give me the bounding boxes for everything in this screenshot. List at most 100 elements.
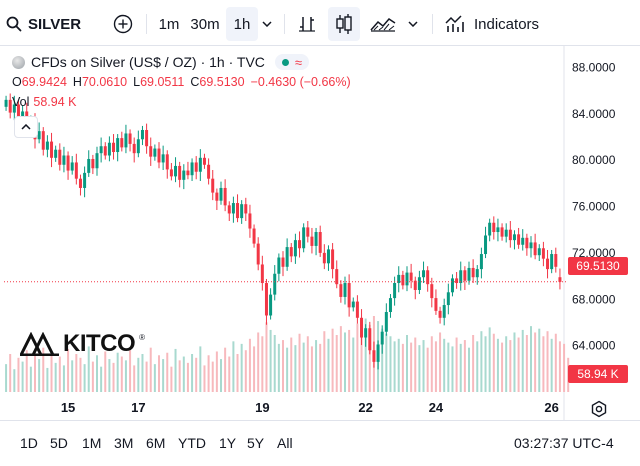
candle-body xyxy=(227,205,231,214)
volume-bar xyxy=(166,352,169,392)
candle-body xyxy=(120,138,124,148)
candle-body xyxy=(128,133,132,144)
candle-body xyxy=(186,170,190,176)
volume-bar xyxy=(455,337,458,392)
timeframe-1h[interactable]: 1h xyxy=(226,7,258,41)
candle-body xyxy=(91,158,95,169)
candle-body xyxy=(496,227,500,233)
candle-body xyxy=(74,162,78,179)
change-value: −0.4630 (−0.66%) xyxy=(250,75,351,89)
volume-bar xyxy=(71,360,74,392)
candle-body xyxy=(512,234,516,241)
volume-bar xyxy=(248,338,251,392)
candle-body xyxy=(174,165,178,177)
volume-bar xyxy=(414,337,417,392)
candle-body xyxy=(376,344,380,362)
volume-bar xyxy=(368,324,371,392)
price-chart[interactable]: 64.0000 68.0000 72.0000 76.0000 80.0000 84.00… xyxy=(0,46,640,420)
volume-bar xyxy=(364,318,367,392)
candle-body xyxy=(554,254,558,267)
candles-style-button[interactable] xyxy=(328,7,360,41)
volume-bar xyxy=(220,359,222,392)
volume-bar xyxy=(108,359,111,392)
range-3m[interactable]: 3M xyxy=(114,435,134,451)
candle-body xyxy=(384,312,388,332)
volume-bar xyxy=(199,346,202,392)
candle-body xyxy=(66,155,70,171)
chart-style-dropdown[interactable] xyxy=(404,7,422,41)
range-all[interactable]: All xyxy=(277,435,293,451)
volume-bar xyxy=(389,336,392,392)
low-value: 69.0511 xyxy=(140,75,185,89)
indicators-button[interactable]: Indicators xyxy=(442,7,542,41)
candle-body xyxy=(194,162,198,172)
candle-body xyxy=(207,164,211,179)
volume-bar xyxy=(58,356,61,392)
candle-body xyxy=(140,129,144,140)
market-status-pill[interactable]: ≈ xyxy=(274,54,310,70)
volume-bar xyxy=(174,348,177,392)
volume-bar xyxy=(203,365,206,392)
chevron-down-icon xyxy=(262,21,272,27)
chart-settings-button[interactable] xyxy=(590,400,608,423)
kitco-logo-text: KITCO xyxy=(63,330,136,357)
volume-bar xyxy=(228,356,231,392)
timeframe-30m[interactable]: 30m xyxy=(190,15,220,33)
volume-bar xyxy=(327,338,330,392)
range-1m[interactable]: 1M xyxy=(82,435,102,451)
candle-body xyxy=(529,242,533,249)
candle-body xyxy=(455,278,459,284)
y-tick-label: 88.0000 xyxy=(572,60,616,74)
volume-bar xyxy=(236,354,239,392)
volume-bar xyxy=(129,350,132,392)
range-ytd[interactable]: YTD xyxy=(178,435,206,451)
candle-body xyxy=(149,146,153,157)
area-style-button[interactable] xyxy=(366,7,400,41)
volume-bar xyxy=(496,338,499,392)
candle-body xyxy=(211,178,215,193)
volume-bar xyxy=(484,336,487,392)
range-1y[interactable]: 1Y xyxy=(219,435,237,451)
symbol-search-button[interactable]: SILVER xyxy=(6,7,98,41)
close-label: C xyxy=(190,75,200,89)
candle-body xyxy=(467,267,471,281)
candle-body xyxy=(136,139,140,154)
area-chart-icon xyxy=(370,18,396,32)
volume-bar xyxy=(310,346,313,392)
range-1d[interactable]: 1D xyxy=(20,435,38,451)
timeframe-dropdown[interactable] xyxy=(258,7,276,41)
volume-bar xyxy=(360,327,363,392)
candle-body xyxy=(273,273,277,295)
toolbar-divider xyxy=(146,14,147,34)
volume-bar xyxy=(418,345,421,392)
volume-bar xyxy=(257,332,260,392)
volume-bar xyxy=(265,322,268,392)
candle-body xyxy=(83,172,87,188)
volume-bar xyxy=(137,357,140,392)
candle-body xyxy=(550,254,554,270)
compare-symbol-button[interactable] xyxy=(108,7,138,41)
candle-body xyxy=(541,248,545,259)
volume-bar xyxy=(191,354,194,392)
candles-icon xyxy=(336,14,352,34)
range-6m[interactable]: 6M xyxy=(146,435,166,451)
candle-body xyxy=(215,192,219,201)
volume-bar xyxy=(96,355,98,392)
collapse-legend-button[interactable] xyxy=(14,116,38,138)
series-title: CFDs on Silver (US$ / OZ) · 1h · TVC xyxy=(31,54,265,70)
timeframe-1m[interactable]: 1m xyxy=(158,15,180,33)
volume-bar xyxy=(434,341,437,392)
high-label: H xyxy=(72,75,82,89)
volume-bar xyxy=(17,357,20,392)
candle-body xyxy=(434,298,438,311)
candle-body xyxy=(50,141,54,158)
candle-body xyxy=(45,141,49,150)
bar-style-button[interactable] xyxy=(292,7,322,41)
candle-body xyxy=(153,148,157,157)
range-5y[interactable]: 5Y xyxy=(247,435,265,451)
candle-body xyxy=(145,129,149,147)
last-price-label: 69.5130 xyxy=(568,257,628,275)
range-5d[interactable]: 5D xyxy=(50,435,68,451)
volume-bar xyxy=(550,338,553,392)
volume-bar xyxy=(459,343,462,392)
